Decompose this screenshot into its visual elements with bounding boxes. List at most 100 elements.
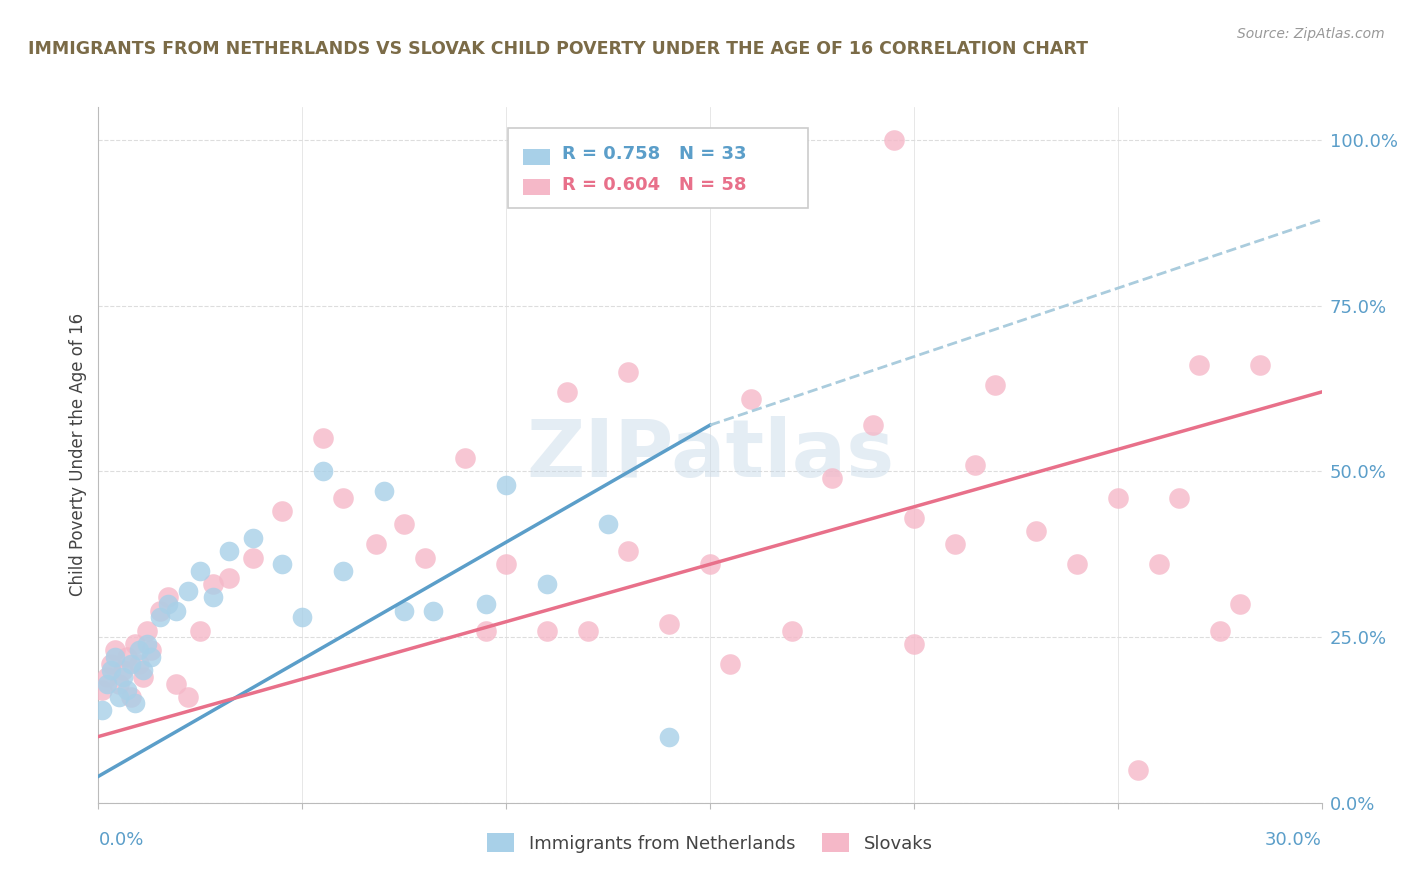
Point: [242, 531, 264, 545]
Point: [128, 657, 150, 671]
Point: [392, 604, 416, 618]
Point: [474, 597, 498, 611]
Point: [1209, 624, 1232, 638]
Point: [218, 544, 240, 558]
Point: [91, 703, 114, 717]
Point: [100, 663, 122, 677]
Point: [188, 624, 212, 638]
Point: [132, 663, 155, 677]
Point: [165, 676, 187, 690]
Point: [965, 458, 987, 472]
Point: [177, 583, 200, 598]
Point: [242, 550, 264, 565]
FancyBboxPatch shape: [523, 179, 550, 194]
Point: [120, 657, 142, 671]
Point: [120, 690, 142, 704]
Point: [454, 451, 477, 466]
Point: [96, 676, 118, 690]
Point: [1167, 491, 1189, 505]
Point: [332, 491, 354, 505]
Point: [1128, 763, 1150, 777]
Point: [111, 663, 134, 677]
Point: [201, 577, 224, 591]
Text: 0.0%: 0.0%: [98, 830, 143, 848]
Text: ZIPatlas: ZIPatlas: [526, 416, 894, 494]
Point: [1025, 524, 1047, 538]
Point: [821, 471, 844, 485]
Y-axis label: Child Poverty Under the Age of 16: Child Poverty Under the Age of 16: [69, 313, 87, 597]
Point: [188, 564, 212, 578]
Point: [156, 597, 179, 611]
Point: [332, 564, 354, 578]
Point: [149, 610, 172, 624]
Point: [312, 431, 335, 445]
Point: [104, 643, 127, 657]
Text: IMMIGRANTS FROM NETHERLANDS VS SLOVAK CHILD POVERTY UNDER THE AGE OF 16 CORRELAT: IMMIGRANTS FROM NETHERLANDS VS SLOVAK CH…: [28, 40, 1088, 58]
Point: [883, 133, 905, 147]
Point: [598, 517, 620, 532]
Point: [177, 690, 200, 704]
Point: [699, 558, 721, 572]
Point: [104, 650, 127, 665]
Point: [312, 465, 335, 479]
Point: [91, 683, 114, 698]
Point: [373, 484, 395, 499]
Point: [156, 591, 179, 605]
Point: [984, 378, 1007, 392]
Point: [617, 365, 640, 379]
Point: [100, 657, 122, 671]
Point: [495, 558, 517, 572]
Point: [495, 477, 517, 491]
Point: [270, 558, 294, 572]
Point: [943, 537, 966, 551]
Point: [128, 643, 150, 657]
Point: [364, 537, 387, 551]
Point: [165, 604, 187, 618]
Point: [1107, 491, 1129, 505]
Point: [1229, 597, 1251, 611]
Point: [862, 418, 884, 433]
Point: [617, 544, 640, 558]
Point: [720, 657, 742, 671]
Point: [201, 591, 224, 605]
Point: [903, 511, 925, 525]
Point: [557, 384, 579, 399]
Point: [96, 670, 118, 684]
Legend: Immigrants from Netherlands, Slovaks: Immigrants from Netherlands, Slovaks: [479, 826, 941, 860]
Point: [136, 624, 159, 638]
Point: [903, 637, 925, 651]
Point: [658, 730, 681, 744]
Point: [115, 650, 138, 665]
Text: Source: ZipAtlas.com: Source: ZipAtlas.com: [1237, 27, 1385, 41]
Point: [658, 616, 681, 631]
Point: [111, 670, 134, 684]
Point: [780, 624, 803, 638]
FancyBboxPatch shape: [523, 150, 550, 165]
Point: [1249, 359, 1271, 373]
Point: [149, 604, 172, 618]
Point: [141, 650, 163, 665]
Point: [740, 392, 762, 406]
Point: [413, 550, 436, 565]
Point: [108, 690, 131, 704]
Point: [1147, 558, 1170, 572]
Point: [1066, 558, 1088, 572]
Point: [124, 637, 146, 651]
Point: [291, 610, 314, 624]
Point: [1188, 359, 1211, 373]
Point: [141, 643, 163, 657]
Point: [132, 670, 155, 684]
Point: [422, 604, 444, 618]
Text: 30.0%: 30.0%: [1265, 830, 1322, 848]
Point: [576, 624, 599, 638]
FancyBboxPatch shape: [508, 128, 808, 208]
Point: [536, 577, 558, 591]
Point: [108, 676, 131, 690]
Text: R = 0.758   N = 33: R = 0.758 N = 33: [562, 145, 747, 163]
Point: [136, 637, 159, 651]
Point: [270, 504, 294, 518]
Point: [392, 517, 416, 532]
Point: [474, 624, 498, 638]
Point: [124, 697, 146, 711]
Point: [218, 570, 240, 584]
